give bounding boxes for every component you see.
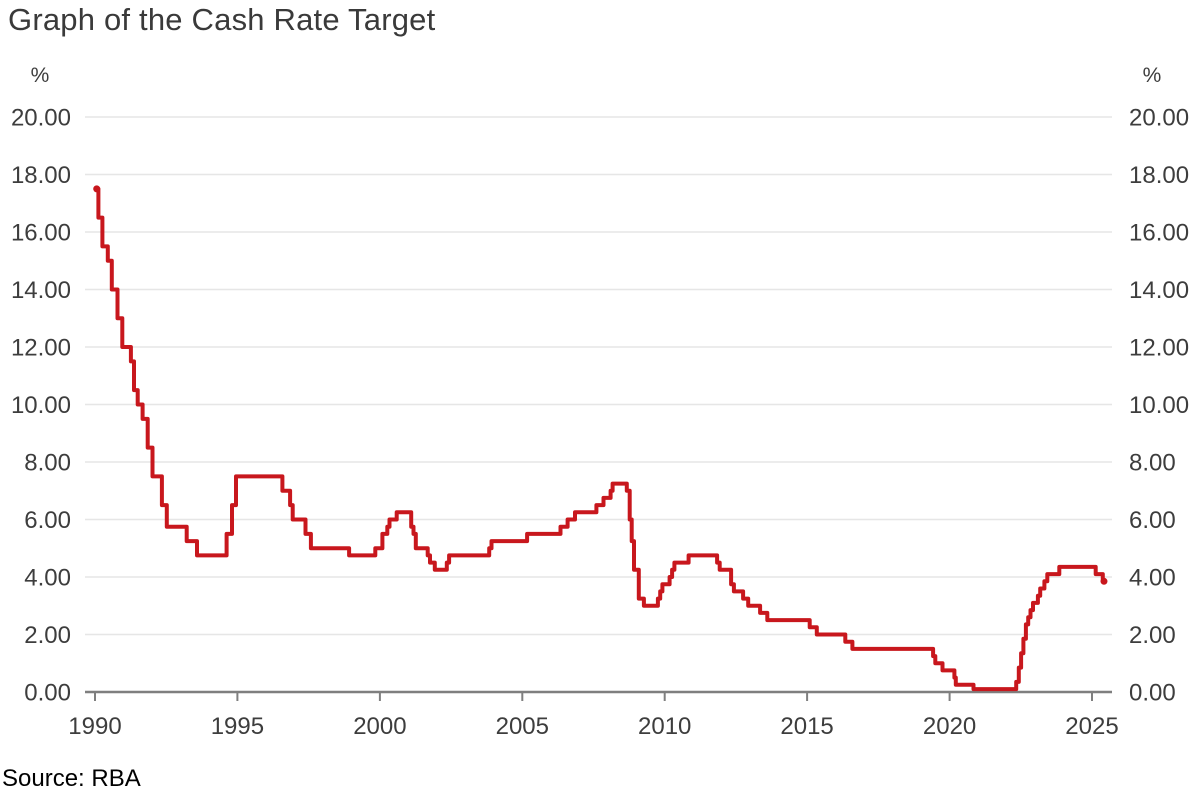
- y-axis-label-right: 10.00: [1129, 392, 1189, 419]
- x-axis-label: 1995: [211, 713, 264, 740]
- y-axis-label-right: 20.00: [1129, 105, 1189, 132]
- y-axis-label-left: 8.00: [24, 450, 71, 477]
- y-axis-label-right: 8.00: [1129, 450, 1176, 477]
- x-axis-label: 2010: [638, 713, 691, 740]
- x-axis-label: 2025: [1065, 713, 1118, 740]
- x-axis-label: 2005: [496, 713, 549, 740]
- y-axis-label-right: 18.00: [1129, 162, 1189, 189]
- y-axis-label-right: 16.00: [1129, 220, 1189, 247]
- y-axis-label-right: 14.00: [1129, 277, 1189, 304]
- chart-title: Graph of the Cash Rate Target: [8, 2, 436, 37]
- y-axis-unit-right: %: [1143, 64, 1162, 87]
- y-axis-label-left: 16.00: [11, 220, 71, 247]
- y-axis-label-left: 18.00: [11, 162, 71, 189]
- y-axis-label-left: 12.00: [11, 335, 71, 362]
- y-axis-label-left: 10.00: [11, 392, 71, 419]
- x-axis-label: 2015: [780, 713, 833, 740]
- x-axis-label: 2020: [923, 713, 976, 740]
- y-axis-label-left: 6.00: [24, 507, 71, 534]
- y-axis-unit-left: %: [31, 64, 50, 87]
- y-axis-label-left: 20.00: [11, 105, 71, 132]
- source-label: Source: RBA: [2, 765, 141, 792]
- line-end-marker: [1100, 577, 1108, 585]
- y-axis-label-right: 6.00: [1129, 507, 1176, 534]
- y-axis-label-right: 2.00: [1129, 622, 1176, 649]
- y-axis-label-left: 0.00: [24, 680, 71, 707]
- x-axis-label: 2000: [353, 713, 406, 740]
- y-axis-label-right: 4.00: [1129, 565, 1176, 592]
- y-axis-label-left: 2.00: [24, 622, 71, 649]
- y-axis-label-right: 0.00: [1129, 680, 1176, 707]
- cash-rate-line: [94, 186, 1106, 692]
- line-start-marker: [93, 185, 101, 193]
- y-axis-label-left: 14.00: [11, 277, 71, 304]
- x-axis-label: 1990: [68, 713, 121, 740]
- y-axis-label-left: 4.00: [24, 565, 71, 592]
- y-axis-label-right: 12.00: [1129, 335, 1189, 362]
